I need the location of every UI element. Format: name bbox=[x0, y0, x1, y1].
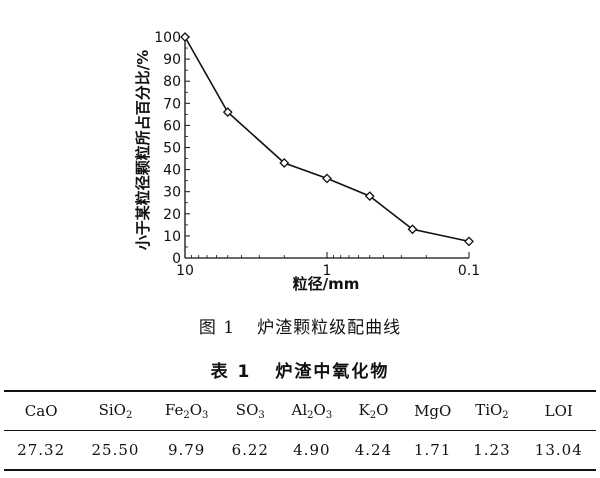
y-tick-label: 40 bbox=[163, 163, 181, 179]
formula-text: K bbox=[358, 401, 370, 419]
subscript: 2 bbox=[307, 410, 314, 421]
formula-text: SiO bbox=[98, 401, 126, 419]
chart-xlabel: 粒径/mm bbox=[293, 275, 360, 293]
cell-fe2o3: 9.79 bbox=[167, 441, 206, 459]
y-tick-label: 10 bbox=[163, 229, 181, 245]
formula-text: Fe bbox=[164, 401, 184, 419]
y-tick-label: 50 bbox=[163, 141, 181, 157]
data-point bbox=[464, 236, 474, 247]
subscript: 3 bbox=[202, 410, 209, 421]
cell-mgo: 1.71 bbox=[413, 441, 452, 459]
column-header-so3: SO3 bbox=[221, 391, 280, 431]
chart-series bbox=[180, 32, 474, 247]
cell-sio2: 25.50 bbox=[91, 441, 140, 459]
x-tick-label: 10 bbox=[176, 263, 194, 279]
subscript: 2 bbox=[502, 410, 509, 421]
data-point bbox=[222, 107, 233, 118]
chart-ylabel: 小于某粒径颗粒所占百分比/% bbox=[134, 50, 152, 251]
column-header-sio2: SiO2 bbox=[78, 391, 152, 431]
data-point bbox=[322, 173, 332, 184]
formula-text: O bbox=[376, 401, 389, 419]
data-point bbox=[279, 158, 290, 168]
column-header-tio2: TiO2 bbox=[462, 391, 521, 431]
column-header-loi: LOI bbox=[522, 391, 596, 431]
data-point bbox=[407, 224, 418, 235]
y-tick-label: 70 bbox=[163, 96, 181, 112]
x-tick-label: 0.1 bbox=[458, 263, 480, 279]
formula-text: O bbox=[313, 401, 326, 419]
y-tick-label: 90 bbox=[163, 52, 181, 68]
table-header-row: CaO SiO2 Fe2O3 SO3 Al2O3 K2O MgO TiO2 LOI bbox=[4, 391, 596, 431]
formula-text: TiO bbox=[475, 401, 503, 419]
formula-text: LOI bbox=[544, 402, 573, 420]
y-tick-label: 100 bbox=[154, 30, 181, 46]
table-number: 表 1 bbox=[210, 362, 252, 382]
formula-text: MgO bbox=[414, 402, 452, 420]
formula-text: O bbox=[189, 401, 203, 419]
subscript: 3 bbox=[325, 410, 333, 421]
x-tick-label: 1 bbox=[323, 263, 332, 279]
table-caption: 表 1 炉渣中氧化物 bbox=[0, 357, 600, 382]
figure-title: 炉渣颗粒级配曲线 bbox=[257, 318, 402, 338]
cell-so3: 6.22 bbox=[231, 441, 269, 459]
subscript: 2 bbox=[183, 410, 190, 421]
y-tick-label: 30 bbox=[163, 185, 181, 201]
y-tick-label: 20 bbox=[163, 207, 181, 223]
formula-text: CaO bbox=[24, 402, 58, 420]
column-header-cao: CaO bbox=[4, 391, 78, 431]
y-tick-label: 60 bbox=[163, 118, 181, 134]
column-header-fe2o3: Fe2O3 bbox=[153, 391, 221, 431]
subscript: 2 bbox=[369, 410, 377, 421]
cell-loi: 13.04 bbox=[534, 441, 583, 459]
subscript: 3 bbox=[258, 410, 265, 421]
y-tick-label: 0 bbox=[172, 251, 181, 267]
figure-number: 图 1 bbox=[198, 318, 236, 338]
table-row: 27.32 25.50 9.79 6.22 4.90 4.24 1.71 1.23 13.04 bbox=[4, 431, 596, 470]
series-line bbox=[184, 36, 470, 243]
formula-text: Al bbox=[291, 401, 308, 419]
column-header-k2o: K2O bbox=[344, 391, 403, 431]
y-tick-label: 80 bbox=[163, 74, 181, 90]
cell-tio2: 1.23 bbox=[473, 441, 511, 459]
subscript: 2 bbox=[125, 410, 133, 421]
column-header-mgo: MgO bbox=[403, 391, 462, 431]
formula-text: SO bbox=[235, 401, 259, 419]
data-point bbox=[364, 191, 375, 202]
data-point bbox=[180, 32, 190, 42]
cell-cao: 27.32 bbox=[17, 441, 66, 459]
cell-al2o3: 4.90 bbox=[293, 441, 331, 459]
oxide-table: CaO SiO2 Fe2O3 SO3 Al2O3 K2O MgO TiO2 LOI 27.32 2… bbox=[4, 390, 596, 471]
column-header-al2o3: Al2O3 bbox=[280, 391, 344, 431]
table-title: 炉渣中氧化物 bbox=[275, 362, 390, 382]
figure-caption: 图 1 炉渣颗粒级配曲线 bbox=[0, 313, 600, 338]
cell-k2o: 4.24 bbox=[354, 441, 393, 459]
